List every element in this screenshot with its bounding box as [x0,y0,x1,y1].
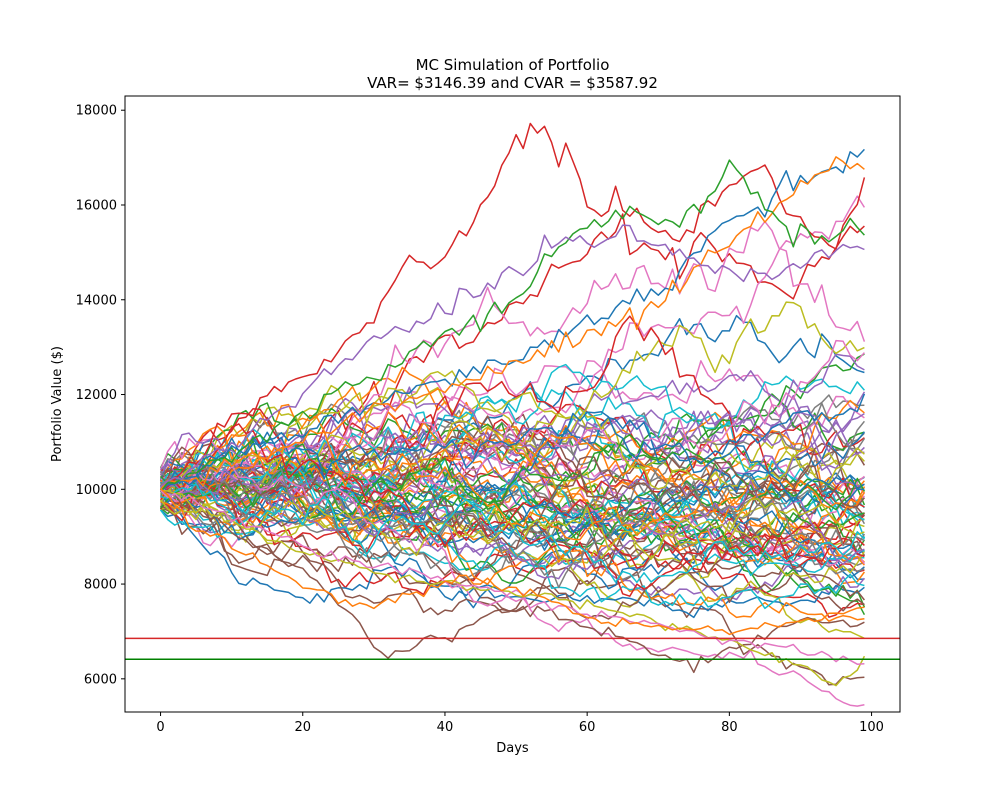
simulation-path [159,393,865,500]
simulation-path [159,488,865,604]
simulation-path [160,472,865,546]
simulation-path-highlight [160,122,866,491]
simulation-path [160,453,866,608]
simulation-path [160,436,866,584]
simulation-path-highlight [160,148,865,493]
simulation-path [160,446,865,550]
simulation-path-highlight [160,224,865,488]
simulation-path-highlight [160,489,865,674]
simulation-paths [159,122,866,707]
simulation-path [160,411,865,503]
x-tick-label: 100 [859,720,884,735]
y-tick-label: 6000 [84,672,117,687]
simulation-path [160,401,866,567]
y-tick-label: 16000 [76,198,117,213]
simulation-path [160,434,866,534]
simulation-path [160,479,865,620]
axes: 0 20 40 60 80 100 6000 8000 10000 12000 14000 16000… [76,95,901,735]
simulation-path [160,402,866,509]
simulation-path [160,457,865,559]
simulation-path [159,431,865,542]
plot-frame [124,95,901,713]
x-axis-label: Days [496,741,529,756]
simulation-path [159,474,866,543]
reference-lines [125,637,900,661]
simulation-path [160,353,865,486]
simulation-path [160,498,865,560]
y-tick-label: 14000 [76,293,117,308]
x-tick-label: 20 [294,720,311,735]
simulation-path [159,452,865,610]
x-tick-label: 40 [437,720,454,735]
simulation-path [160,405,865,472]
simulation-path [160,492,865,639]
chart-subtitle: VAR= $3146.39 and CVAR = $3587.92 [367,74,658,92]
simulation-path [160,466,865,589]
y-tick-label: 12000 [76,388,117,403]
y-tick-label: 8000 [84,578,117,593]
x-tick-label: 80 [721,720,738,735]
simulation-path-highlight [160,489,865,665]
simulation-path-highlight [160,490,866,687]
simulation-path-highlight [160,156,865,491]
simulation-path [160,315,865,511]
y-tick-label: 10000 [76,483,117,498]
simulation-path [160,455,866,540]
simulation-path [160,483,865,554]
simulation-path-highlight [159,159,865,493]
x-tick-label: 60 [579,720,596,735]
simulation-path [160,339,865,506]
simulation-path [160,420,865,552]
simulation-path [160,413,866,557]
simulation-path [160,464,865,569]
x-tick-label: 0 [156,720,164,735]
y-tick-label: 18000 [76,104,117,119]
simulation-path [159,441,865,509]
chart-title: MC Simulation of Portfolio [416,56,610,74]
simulation-path-highlight [160,488,865,636]
simulation-path [160,483,865,584]
simulation-path [160,459,865,707]
y-axis-label: Portfolio Value ($) [50,346,65,462]
simulation-path [160,439,865,564]
